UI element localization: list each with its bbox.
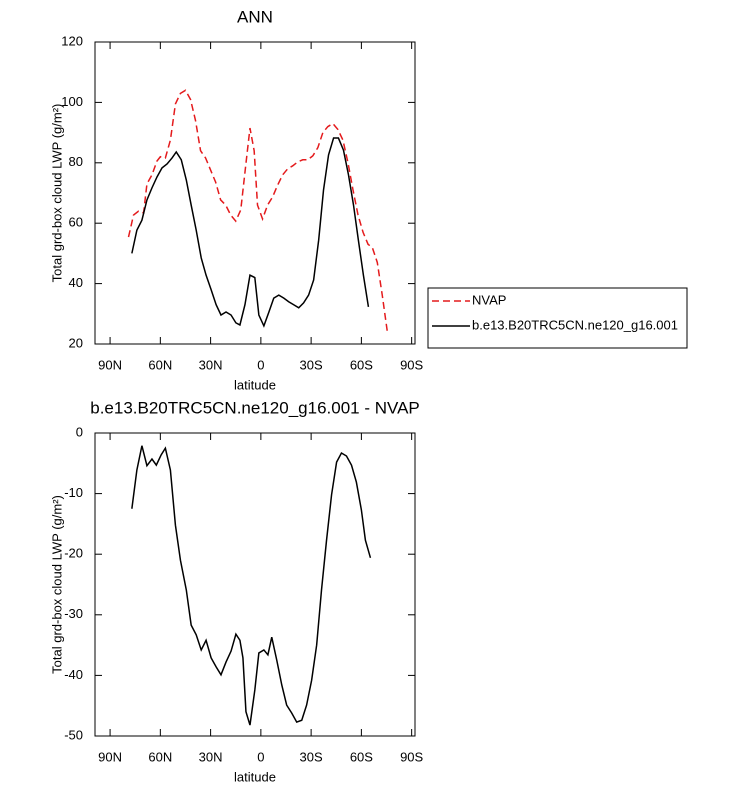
x-axis-label: latitude bbox=[234, 377, 276, 392]
y-axis-label: Total grd-box cloud LWP (g/m²) bbox=[49, 104, 64, 283]
chart-title: b.e13.B20TRC5CN.ne120_g16.001 - NVAP bbox=[90, 398, 420, 417]
plot-frame bbox=[94, 41, 416, 345]
legend-box bbox=[427, 287, 688, 349]
legend-label: NVAP bbox=[472, 292, 506, 307]
x-tick-label: 90N bbox=[98, 357, 122, 372]
y-tick-label: -20 bbox=[64, 546, 83, 561]
y-tick-label: 0 bbox=[76, 424, 83, 439]
x-axis-label: latitude bbox=[234, 769, 276, 784]
data-line bbox=[131, 445, 372, 726]
data-line bbox=[127, 89, 389, 333]
x-tick-label: 90S bbox=[400, 357, 423, 372]
x-tick-label: 90S bbox=[400, 749, 423, 764]
y-tick-label: 40 bbox=[69, 275, 83, 290]
data-line bbox=[131, 137, 370, 328]
x-tick-label: 60S bbox=[350, 749, 373, 764]
y-tick-label: 120 bbox=[61, 33, 83, 48]
y-tick-label: -40 bbox=[64, 667, 83, 682]
y-tick-label: 20 bbox=[69, 335, 83, 350]
x-tick-label: 60S bbox=[350, 357, 373, 372]
x-tick-label: 30N bbox=[199, 749, 223, 764]
x-tick-label: 0 bbox=[257, 357, 264, 372]
y-tick-label: -50 bbox=[64, 727, 83, 742]
y-axis-label: Total grd-box cloud LWP (g/m²) bbox=[49, 495, 64, 674]
x-tick-label: 0 bbox=[257, 749, 264, 764]
x-tick-label: 30S bbox=[300, 749, 323, 764]
x-tick-label: 30S bbox=[300, 357, 323, 372]
x-tick-label: 30N bbox=[199, 357, 223, 372]
x-tick-label: 60N bbox=[148, 357, 172, 372]
chart-title: ANN bbox=[237, 7, 273, 26]
y-tick-label: -10 bbox=[64, 485, 83, 500]
legend-label: b.e13.B20TRC5CN.ne120_g16.001 bbox=[472, 317, 678, 332]
y-tick-label: 80 bbox=[69, 154, 83, 169]
x-tick-label: 60N bbox=[148, 749, 172, 764]
x-tick-label: 90N bbox=[98, 749, 122, 764]
y-tick-label: 100 bbox=[61, 94, 83, 109]
y-tick-label: 60 bbox=[69, 215, 83, 230]
plot-frame bbox=[94, 432, 416, 737]
y-tick-label: -30 bbox=[64, 606, 83, 621]
